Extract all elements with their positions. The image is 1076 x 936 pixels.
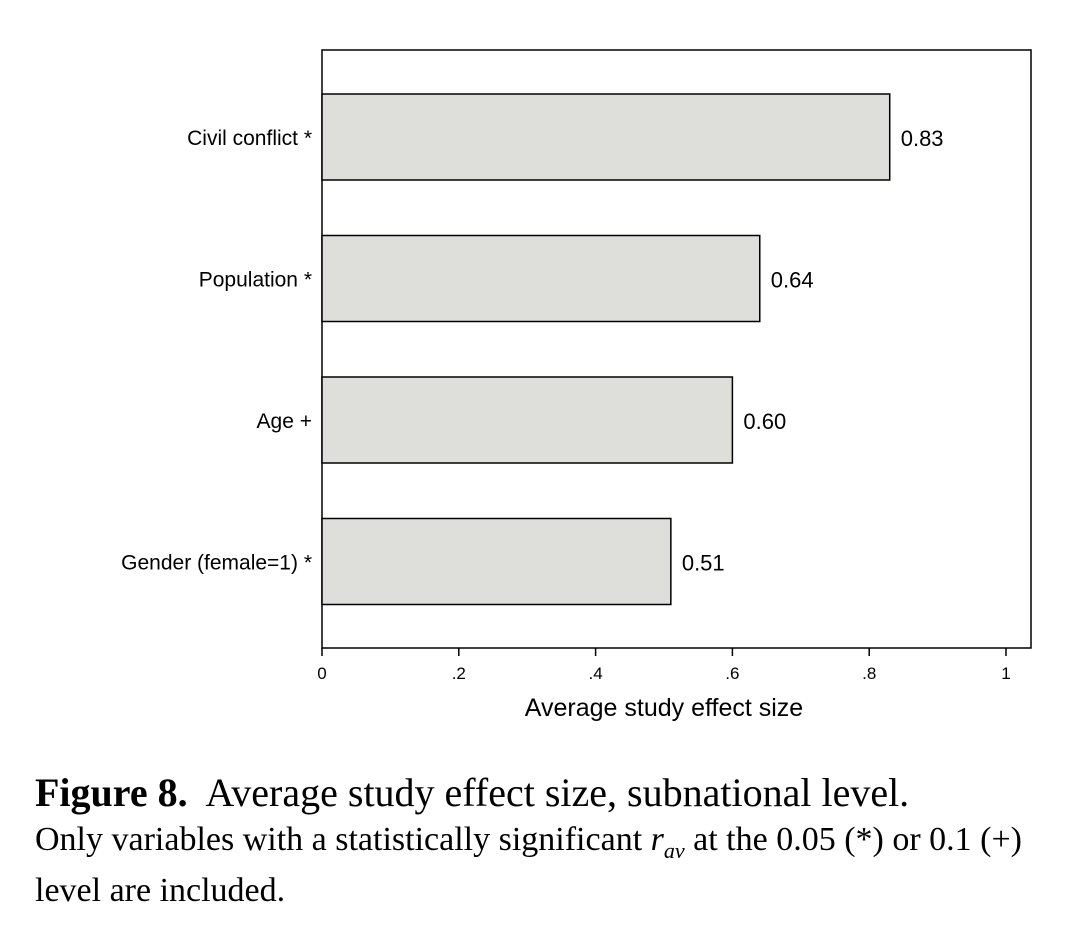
- x-tick-label: 0: [317, 664, 326, 683]
- figure-label: Figure 8.: [35, 770, 188, 815]
- figure-title: Average study effect size, subnational l…: [205, 770, 910, 815]
- bar-value-label: 0.64: [771, 268, 814, 293]
- x-axis: 0 .2 .4 .6 .8 1: [317, 648, 1011, 683]
- x-tick-label: 1: [1001, 664, 1010, 683]
- category-label: Gender (female=1) *: [121, 552, 312, 575]
- bar: [321, 234, 761, 323]
- bar-value-label: 0.60: [743, 409, 786, 434]
- bar-chart: Civil conflict * 0.83 Population * 0.64 Age …: [121, 49, 1032, 722]
- bar-value-label: 0.83: [901, 126, 944, 151]
- bar: [321, 517, 672, 606]
- bars-group: Civil conflict * 0.83 Population * 0.64 Age …: [121, 93, 944, 606]
- x-tick-label: .2: [452, 664, 466, 683]
- x-tick-label: .8: [862, 664, 876, 683]
- x-tick-label: .4: [589, 664, 603, 683]
- category-label: Population *: [199, 269, 312, 292]
- caption-title-line: Figure 8. Average study effect size, sub…: [35, 770, 1055, 816]
- bar: [321, 93, 891, 181]
- x-axis-title: Average study effect size: [525, 694, 803, 722]
- caption-note-start: Only variables with a statistically sign…: [35, 821, 651, 858]
- category-label: Civil conflict *: [187, 127, 312, 150]
- caption-note: Only variables with a statistically sign…: [35, 820, 1055, 911]
- figure-caption: Figure 8. Average study effect size, sub…: [35, 770, 1055, 911]
- r-av-subscript: av: [663, 838, 685, 863]
- x-tick-label: .6: [725, 664, 739, 683]
- caption-note-end: at the 0.05 (*) or 0.1 (+) level are inc…: [35, 821, 1023, 909]
- bar: [321, 376, 734, 464]
- r-av-symbol: r: [650, 821, 664, 858]
- bar-value-label: 0.51: [682, 551, 725, 576]
- category-label: Age +: [257, 410, 312, 433]
